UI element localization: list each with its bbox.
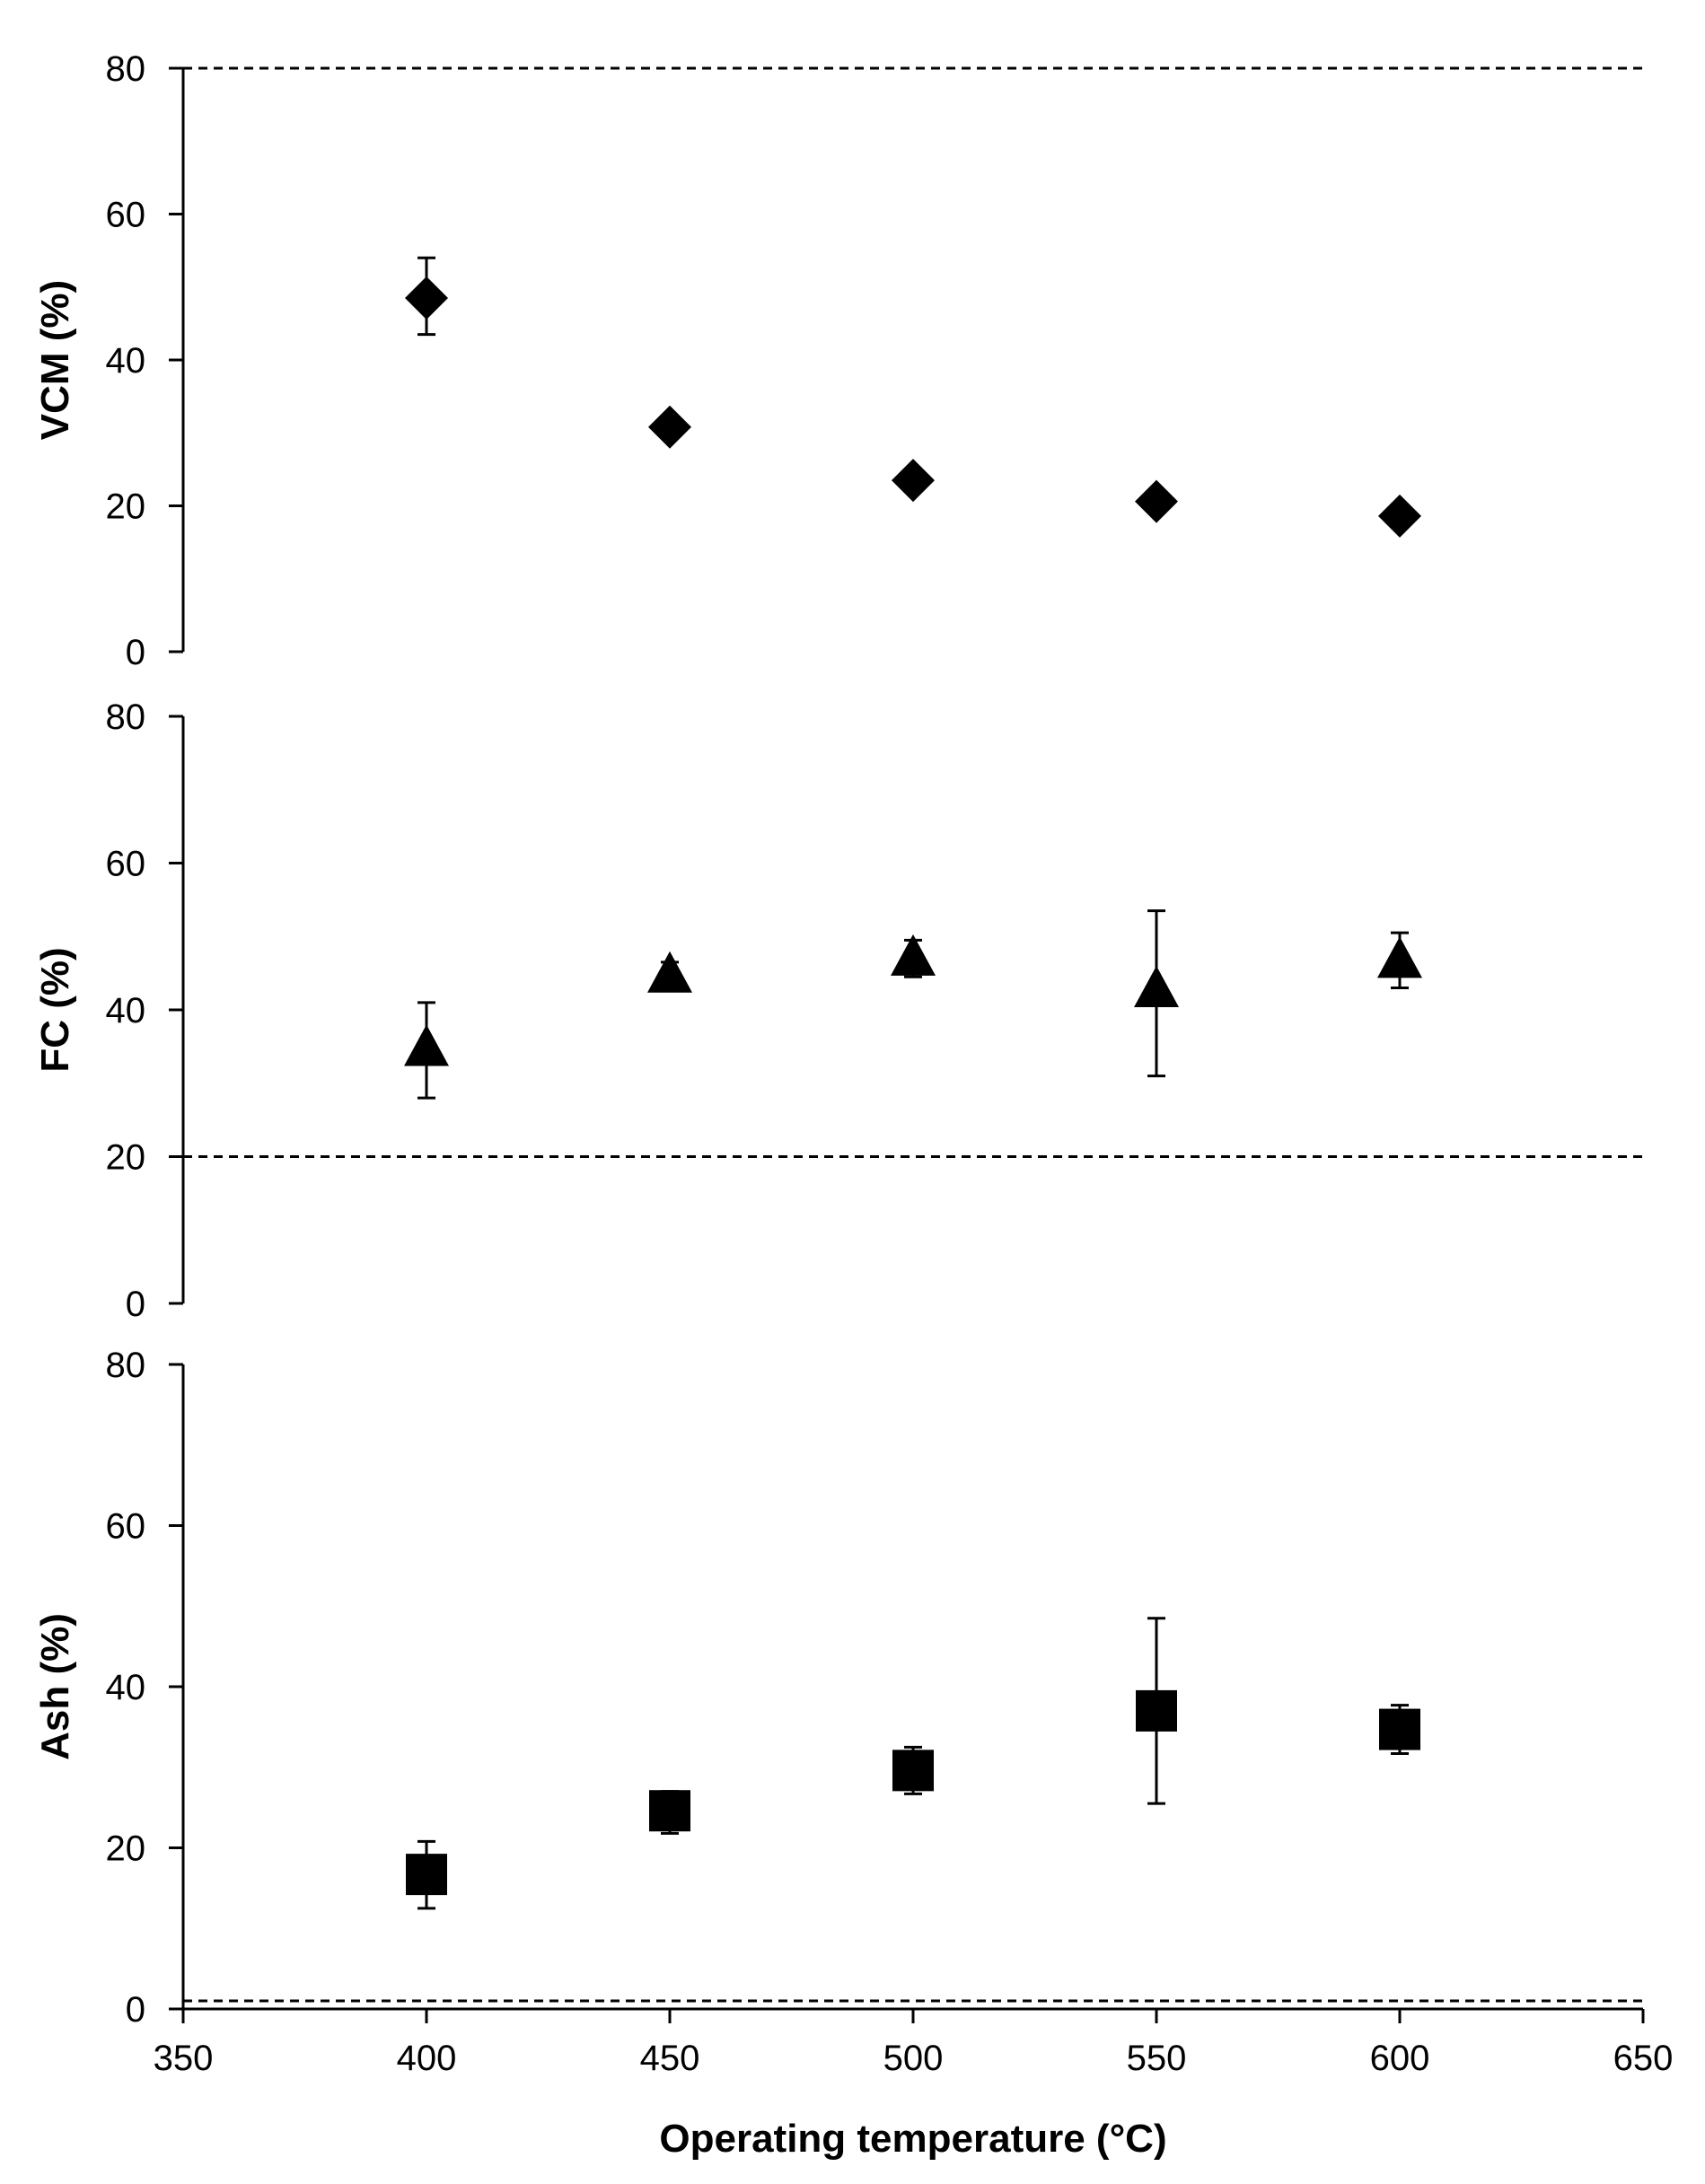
x-tick-label: 600 [1370,2039,1430,2078]
fc-y-tick-label: 20 [106,1138,146,1178]
ash-y-tick-label: 60 [106,1507,146,1547]
x-axis-title: Operating temperature (°C) [659,2117,1166,2161]
vcm-y-tick-label: 60 [106,196,146,235]
vcm-y-tick-label: 0 [126,633,145,672]
vcm-y-tick-label: 80 [106,49,146,89]
ash-data-point-450 [649,1790,690,1832]
vcm-y-tick-label: 20 [106,487,146,527]
vcm-data-point-500 [892,459,935,503]
x-tick-label: 550 [1127,2039,1187,2078]
vcm-y-tick-label: 40 [106,341,146,381]
x-tick-label: 500 [883,2039,944,2078]
fc-data-point-500 [891,934,936,976]
x-tick-label: 400 [397,2039,457,2078]
vcm-data-point-450 [648,405,691,449]
vcm-y-axis-title: VCM (%) [33,280,77,440]
ash-data-point-550 [1136,1689,1177,1732]
fc-data-point-450 [647,951,692,993]
ash-data-point-500 [892,1750,934,1792]
ash-y-tick-label: 0 [126,1990,145,2030]
ash-data-point-600 [1379,1708,1420,1750]
x-axis: 350 400 450 500 550 600 650 [154,2007,1674,2078]
ash-y-axis-title: Ash (%) [33,1613,77,1760]
vcm-data-point-400 [405,276,448,320]
fc-y-tick-label: 0 [126,1285,145,1324]
ash-y-tick-label: 80 [106,1346,146,1385]
ash-panel: 0 20 40 60 80 Ash (%) [33,1346,1643,2030]
fc-y-tick-label: 60 [106,845,146,884]
fc-data-point-550 [1134,966,1179,1008]
ash-data-point-400 [406,1854,447,1896]
ash-y-tick-label: 20 [106,1829,146,1869]
ash-y-tick-label: 40 [106,1668,146,1707]
fc-y-tick-label: 40 [106,991,146,1031]
x-tick-label: 450 [640,2039,700,2078]
vcm-data-point-600 [1378,494,1421,538]
fc-data-point-400 [404,1024,449,1066]
vcm-panel: 0 20 40 60 80 VCM (%) [33,49,1643,672]
fc-y-axis-title: FC (%) [33,947,77,1072]
fc-data-point-600 [1377,936,1422,978]
fc-y-tick-label: 80 [106,697,146,737]
fc-panel: 0 20 40 60 80 FC (%) [33,697,1643,1324]
x-tick-label: 350 [154,2039,214,2078]
x-tick-label: 650 [1613,2039,1674,2078]
vcm-data-point-550 [1135,479,1178,523]
